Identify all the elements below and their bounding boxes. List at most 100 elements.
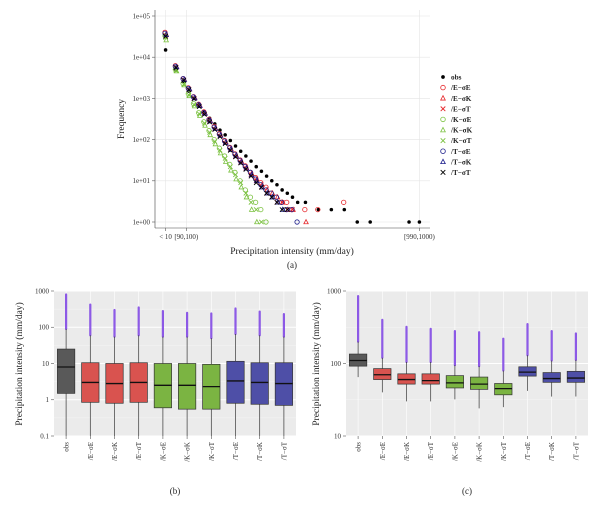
x-stroke <box>212 126 218 133</box>
data-point <box>222 158 229 164</box>
box <box>178 363 197 410</box>
x-tick-label: obs <box>355 442 363 452</box>
legend-label: /K−σK <box>450 127 473 135</box>
data-point <box>217 134 223 140</box>
box-5 <box>470 331 489 409</box>
x-stroke <box>253 207 259 213</box>
x-stroke <box>440 137 446 144</box>
data-point <box>290 195 295 199</box>
data-point <box>284 207 290 213</box>
data-point <box>295 200 300 205</box>
box-9 <box>566 332 585 397</box>
panel-c-y-ticks: 10 100 1000 <box>327 287 346 440</box>
x-stroke <box>227 164 233 170</box>
x-stroke <box>201 120 207 126</box>
panel-b-y-axis-title: Precipitation intensity (mm/day) <box>14 302 25 425</box>
y-tick-label: 10 <box>42 360 50 368</box>
x-stroke <box>163 33 169 39</box>
data-point <box>248 206 255 212</box>
x-stroke <box>253 180 259 186</box>
data-point <box>191 102 197 108</box>
panel-a-plot-area <box>155 10 430 228</box>
legend-marker <box>440 158 446 165</box>
panel-a-x-axis-title: Precipitation intensity (mm/day) <box>230 246 353 257</box>
data-point <box>238 160 244 166</box>
data-point <box>233 172 239 178</box>
x-stroke <box>186 92 192 98</box>
data-point <box>269 194 275 200</box>
data-point <box>264 190 270 196</box>
data-point <box>285 191 290 195</box>
data-point <box>233 144 238 148</box>
data-point <box>243 166 249 172</box>
box-5 <box>178 311 197 436</box>
panel-a-x-ticks: < 10 [90,100) [990,1000) <box>159 228 436 241</box>
box-0 <box>57 293 76 436</box>
y-tick-label: 10 <box>334 432 342 440</box>
x-tick-label: /T−σT <box>572 441 580 460</box>
data-point <box>212 126 218 133</box>
panel-b-x-ticks: obs/E−σE/E−σK/E−σT/K−σE/K−σK/K−σT/T−σE/T… <box>63 436 288 462</box>
data-point <box>238 183 245 190</box>
data-point <box>315 206 321 213</box>
box-7 <box>518 322 537 391</box>
box <box>226 360 245 404</box>
box-0 <box>349 295 368 378</box>
data-point <box>303 218 309 225</box>
x-stroke <box>181 77 187 83</box>
data-point <box>294 219 300 225</box>
data-point <box>243 190 249 196</box>
data-point <box>173 65 179 71</box>
data-point <box>163 48 168 52</box>
x-stroke <box>212 138 218 145</box>
x-tick-label: /K−σE <box>451 442 459 461</box>
x-stroke <box>207 129 213 135</box>
box <box>421 373 440 385</box>
x-stroke <box>173 65 179 71</box>
legend-label: /K−σT <box>450 137 472 145</box>
panel-c-boxes <box>349 295 585 409</box>
x-stroke <box>440 169 446 176</box>
data-point <box>270 179 274 183</box>
x-tick-label: /K−σT <box>208 441 216 461</box>
legend-marker <box>441 75 445 79</box>
legend-marker <box>440 169 446 176</box>
data-point <box>217 147 223 153</box>
data-point <box>181 81 187 87</box>
y-tick-label: 1e+03 <box>132 95 150 103</box>
data-point <box>238 149 243 154</box>
data-point <box>268 190 274 196</box>
legend-label: obs <box>451 74 462 82</box>
panel-b-y-ticks: 0.1 1 10 100 1000 <box>35 287 54 440</box>
data-point <box>355 220 360 224</box>
x-tick-label: /E−σK <box>111 442 119 461</box>
box-8 <box>250 310 269 436</box>
x-stroke <box>191 102 197 108</box>
x-stroke <box>196 111 202 117</box>
data-point <box>263 219 269 225</box>
x-tick-label: /K−σK <box>184 442 192 462</box>
box-2 <box>105 308 124 436</box>
box-9 <box>274 313 293 436</box>
data-point <box>284 199 290 205</box>
x-stroke <box>258 184 264 190</box>
y-tick-label: 1e+01 <box>132 177 150 185</box>
data-point <box>196 111 202 117</box>
panel-a-caption: (a) <box>287 260 297 270</box>
data-point <box>227 164 233 170</box>
data-point <box>244 154 248 158</box>
x-tick-label: [90,100) <box>174 233 199 241</box>
legend-label: /E−σK <box>450 95 472 103</box>
x-stroke <box>222 155 228 161</box>
box-8 <box>542 329 561 397</box>
data-point <box>264 174 269 178</box>
x-stroke <box>440 106 446 112</box>
x-stroke <box>186 87 192 93</box>
box <box>445 375 464 389</box>
box-6 <box>494 337 513 408</box>
data-point <box>247 194 254 200</box>
data-point <box>181 77 187 83</box>
legend-marker <box>440 106 446 112</box>
y-tick-label: 0.1 <box>40 432 49 440</box>
y-tick-label: 1 <box>46 396 50 404</box>
